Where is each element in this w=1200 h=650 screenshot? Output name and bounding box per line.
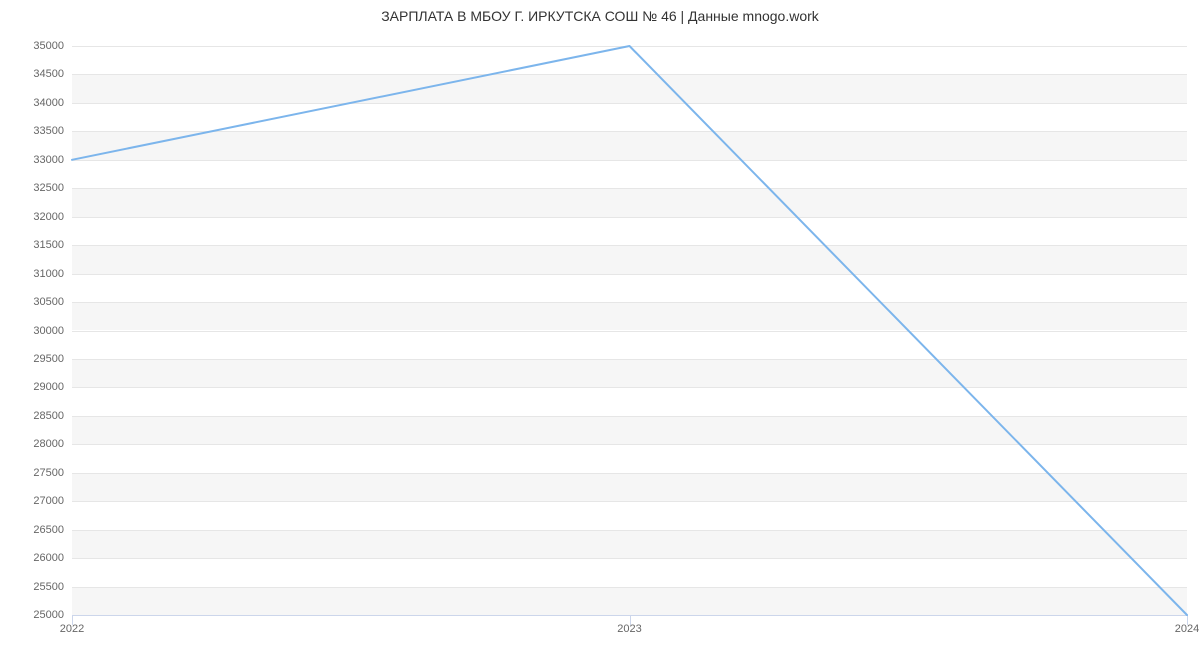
y-tick-label: 33000 [33, 154, 64, 166]
y-tick-label: 29500 [33, 353, 64, 365]
y-tick-label: 31500 [33, 239, 64, 251]
y-tick-label: 26500 [33, 524, 64, 536]
series-line-salary [72, 46, 1187, 615]
x-tick-label: 2022 [60, 623, 84, 635]
y-tick-label: 29000 [33, 381, 64, 393]
y-tick-label: 28500 [33, 410, 64, 422]
plot-area: 2500025500260002650027000275002800028500… [72, 46, 1187, 615]
y-tick-label: 34000 [33, 97, 64, 109]
y-tick-label: 32500 [33, 182, 64, 194]
y-tick-label: 34500 [33, 68, 64, 80]
chart-title: ЗАРПЛАТА В МБОУ Г. ИРКУТСКА СОШ № 46 | Д… [0, 8, 1200, 24]
x-tick-label: 2024 [1175, 623, 1199, 635]
y-tick-label: 30000 [33, 325, 64, 337]
y-tick-label: 32000 [33, 211, 64, 223]
y-tick-label: 30500 [33, 296, 64, 308]
y-tick-label: 33500 [33, 125, 64, 137]
y-tick-label: 26000 [33, 552, 64, 564]
y-tick-label: 27500 [33, 467, 64, 479]
salary-line-chart: ЗАРПЛАТА В МБОУ Г. ИРКУТСКА СОШ № 46 | Д… [0, 0, 1200, 650]
series-layer [72, 46, 1187, 615]
y-tick-label: 25500 [33, 581, 64, 593]
y-tick-label: 35000 [33, 40, 64, 52]
x-tick-label: 2023 [617, 623, 641, 635]
y-tick-label: 28000 [33, 438, 64, 450]
y-tick-label: 31000 [33, 268, 64, 280]
y-tick-label: 25000 [33, 609, 64, 621]
y-tick-label: 27000 [33, 495, 64, 507]
